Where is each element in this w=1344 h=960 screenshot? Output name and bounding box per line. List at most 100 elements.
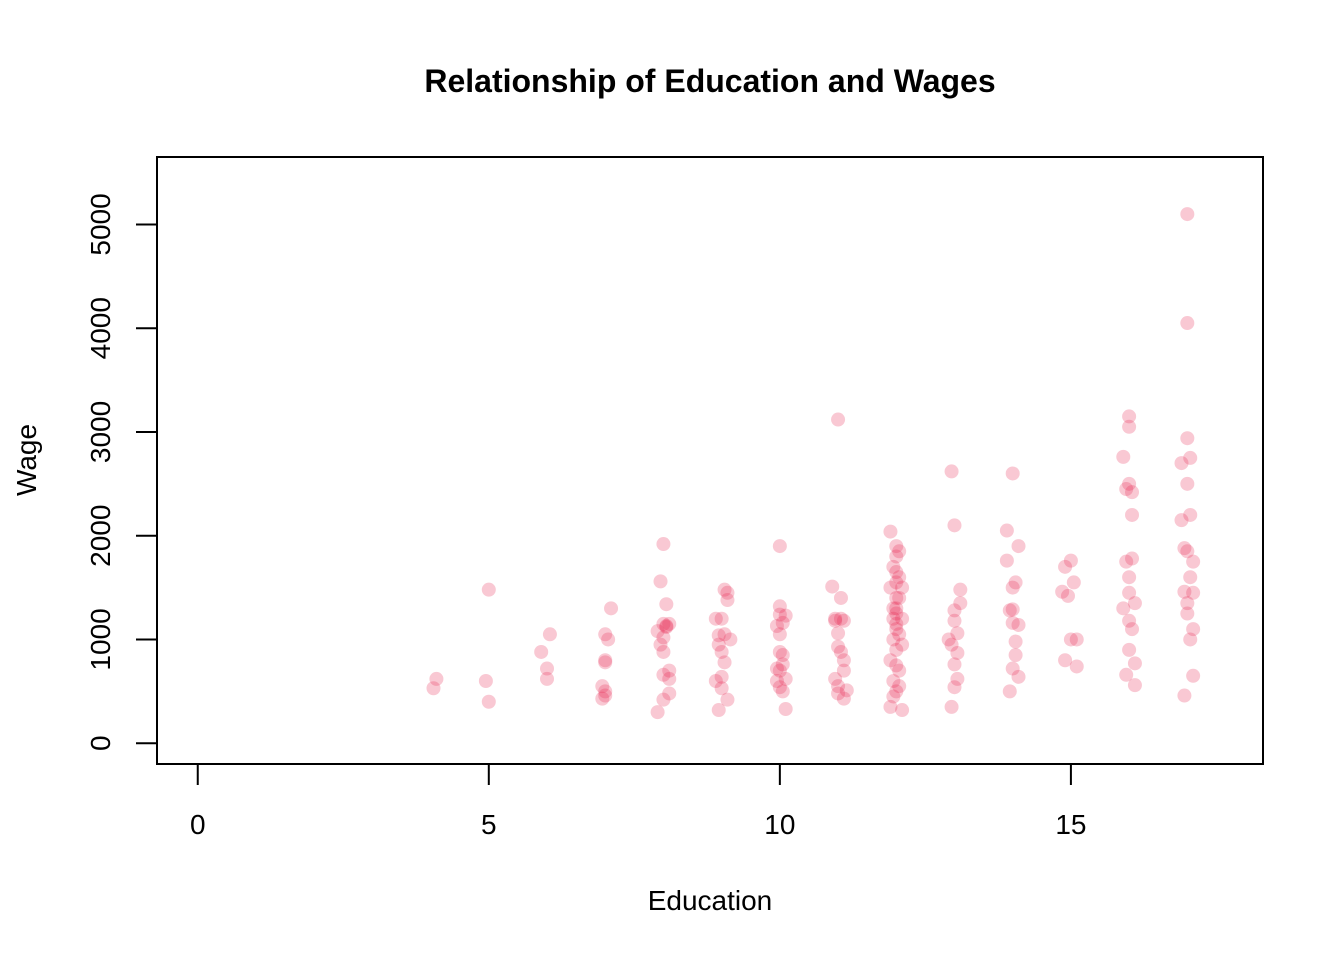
- data-point: [595, 679, 610, 694]
- data-point: [828, 611, 843, 626]
- data-point: [1183, 570, 1198, 585]
- data-point: [1122, 409, 1137, 424]
- data-point: [828, 671, 843, 686]
- data-point: [720, 593, 735, 608]
- data-point: [1011, 539, 1026, 554]
- data-point: [883, 653, 898, 668]
- data-point: [775, 684, 790, 699]
- data-point: [889, 606, 904, 621]
- data-point: [1008, 634, 1023, 649]
- data-point: [708, 611, 723, 626]
- data-point: [892, 663, 907, 678]
- y-axis: 0 1000 2000 3000 4000 5000: [85, 193, 158, 751]
- data-point: [947, 680, 962, 695]
- data-point: [1180, 431, 1195, 446]
- data-point: [1008, 575, 1023, 590]
- data-point: [662, 686, 677, 701]
- data-point: [1122, 570, 1137, 585]
- data-point: [1069, 632, 1084, 647]
- data-point: [886, 559, 901, 574]
- y-tick-label: 1000: [85, 608, 116, 670]
- data-point: [889, 642, 904, 657]
- data-point: [429, 671, 444, 686]
- data-point: [598, 653, 613, 668]
- data-point: [889, 549, 904, 564]
- data-point: [1060, 588, 1075, 603]
- data-point: [598, 684, 613, 699]
- data-point: [895, 580, 910, 595]
- data-point: [720, 585, 735, 600]
- data-point: [883, 699, 898, 714]
- data-point: [1186, 668, 1201, 683]
- data-point: [481, 694, 496, 709]
- data-point: [999, 553, 1014, 568]
- data-point: [656, 616, 671, 631]
- data-point: [1005, 602, 1020, 617]
- data-point: [947, 657, 962, 672]
- data-point: [598, 688, 613, 703]
- data-point: [662, 616, 677, 631]
- data-point: [895, 637, 910, 652]
- data-point: [1005, 466, 1020, 481]
- data-point: [711, 703, 726, 718]
- data-point: [1180, 476, 1195, 491]
- data-point: [886, 632, 901, 647]
- data-point: [825, 579, 840, 594]
- data-point: [662, 663, 677, 678]
- data-point: [1116, 601, 1131, 616]
- data-point: [542, 627, 557, 642]
- data-point: [1002, 684, 1017, 699]
- x-axis-label: Education: [648, 885, 773, 916]
- data-point: [1125, 551, 1140, 566]
- data-point: [772, 599, 787, 614]
- y-tick-label: 3000: [85, 401, 116, 463]
- data-point: [1008, 648, 1023, 663]
- data-point: [481, 582, 496, 597]
- data-point: [953, 596, 968, 611]
- data-point: [723, 632, 738, 647]
- x-tick-label: 0: [190, 809, 206, 840]
- data-point: [950, 626, 965, 641]
- data-point: [595, 691, 610, 706]
- data-point: [653, 574, 668, 589]
- data-point: [1127, 656, 1142, 671]
- data-point: [941, 632, 956, 647]
- data-point: [653, 637, 668, 652]
- data-point: [769, 673, 784, 688]
- data-point: [1186, 622, 1201, 637]
- data-point: [1069, 659, 1084, 674]
- data-point: [1180, 606, 1195, 621]
- data-point: [1122, 613, 1137, 628]
- data-point: [886, 601, 901, 616]
- data-point: [836, 691, 851, 706]
- data-point: [947, 518, 962, 533]
- data-point: [1119, 667, 1134, 682]
- data-point: [950, 671, 965, 686]
- data-point: [836, 663, 851, 678]
- data-point: [1177, 584, 1192, 599]
- data-point: [1005, 615, 1020, 630]
- data-point: [772, 539, 787, 554]
- data-point: [1119, 482, 1134, 497]
- data-point: [1183, 632, 1198, 647]
- data-point: [889, 616, 904, 631]
- data-point: [950, 645, 965, 660]
- data-point: [886, 673, 901, 688]
- data-point: [1127, 596, 1142, 611]
- data-point: [656, 630, 671, 645]
- data-point: [1180, 544, 1195, 559]
- data-point: [1183, 507, 1198, 522]
- data-point: [775, 657, 790, 672]
- data-point: [711, 628, 726, 643]
- data-point: [1011, 617, 1026, 632]
- data-point: [883, 580, 898, 595]
- chart-title: Relationship of Education and Wages: [424, 63, 995, 99]
- data-point: [717, 582, 732, 597]
- data-point: [1180, 207, 1195, 222]
- data-point: [831, 686, 846, 701]
- data-point: [1063, 553, 1078, 568]
- y-tick-label: 0: [85, 735, 116, 751]
- data-point: [478, 673, 493, 688]
- data-point: [944, 464, 959, 479]
- data-point: [1183, 450, 1198, 465]
